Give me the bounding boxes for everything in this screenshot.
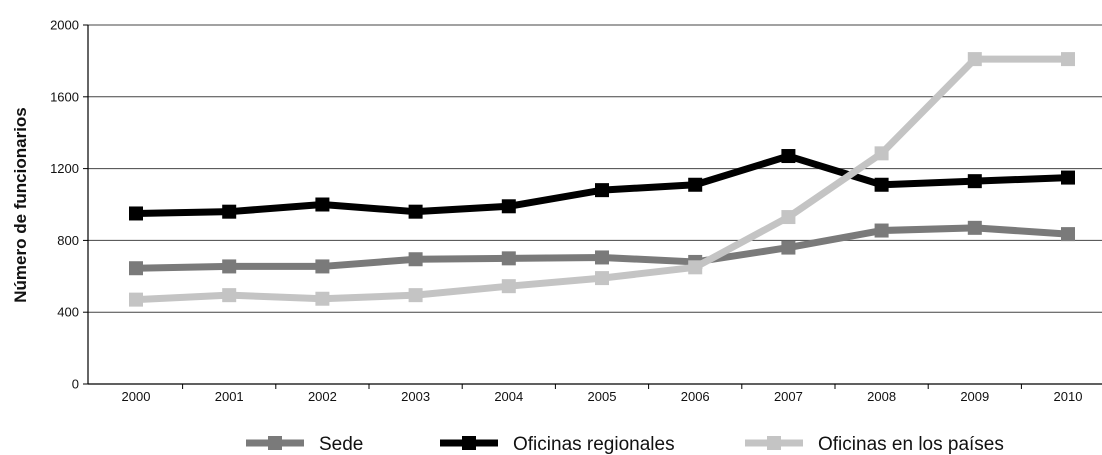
data-point bbox=[1061, 170, 1075, 185]
data-point bbox=[222, 288, 237, 303]
x-tick-label: 2005 bbox=[588, 389, 617, 404]
x-tick-label: 2003 bbox=[401, 389, 430, 404]
data-point bbox=[688, 260, 703, 275]
y-tick-label: 2000 bbox=[50, 18, 79, 33]
data-point bbox=[967, 52, 982, 67]
data-point bbox=[315, 259, 330, 274]
x-tick-labels: 2000 2001 2002 2003 2004 2005 2006 2007 2008 2009… bbox=[122, 389, 1083, 404]
y-tick-labels: 0 400 800 1200 1600 2000 bbox=[50, 18, 79, 392]
x-tick-label: 2001 bbox=[215, 389, 244, 404]
data-point bbox=[222, 259, 237, 274]
data-point bbox=[874, 223, 889, 238]
data-point bbox=[595, 183, 609, 198]
legend-label: Sede bbox=[319, 434, 363, 455]
data-point bbox=[781, 240, 796, 255]
y-tick-label: 1600 bbox=[50, 89, 79, 104]
x-tick-label: 2004 bbox=[494, 389, 523, 404]
x-tick-label: 2009 bbox=[960, 389, 989, 404]
data-point bbox=[408, 252, 423, 267]
data-point bbox=[781, 149, 796, 164]
data-point bbox=[501, 279, 516, 294]
x-tick-label: 2007 bbox=[774, 389, 803, 404]
legend: Sede Oficinas regionales Oficinas en los p… bbox=[246, 434, 1004, 455]
data-point bbox=[595, 250, 609, 265]
data-point bbox=[129, 292, 143, 307]
data-point bbox=[315, 291, 330, 306]
data-point bbox=[595, 271, 609, 286]
data-point bbox=[408, 288, 423, 303]
series-2 bbox=[129, 52, 1075, 307]
data-point bbox=[129, 206, 143, 221]
legend-label: Oficinas regionales bbox=[513, 434, 675, 455]
data-point bbox=[1061, 227, 1075, 242]
legend-swatch-marker bbox=[767, 436, 781, 450]
data-point bbox=[1061, 52, 1075, 67]
legend-swatch-marker bbox=[268, 436, 282, 450]
data-point bbox=[781, 210, 796, 225]
data-point bbox=[408, 204, 423, 219]
y-tick-label: 400 bbox=[57, 305, 79, 320]
legend-item: Oficinas en los países bbox=[745, 434, 1004, 455]
axes bbox=[83, 24, 1102, 389]
legend-item: Sede bbox=[246, 434, 363, 455]
legend-label: Oficinas en los países bbox=[818, 434, 1004, 455]
x-tick-label: 2010 bbox=[1054, 389, 1083, 404]
y-axis-title: Número de funcionarios bbox=[11, 107, 30, 303]
data-point bbox=[315, 197, 330, 212]
y-tick-label: 1200 bbox=[50, 161, 79, 176]
data-point bbox=[501, 199, 516, 214]
data-point bbox=[129, 261, 143, 276]
data-point bbox=[967, 174, 982, 189]
data-point bbox=[874, 177, 889, 192]
x-tick-label: 2006 bbox=[681, 389, 710, 404]
data-point bbox=[688, 177, 703, 192]
data-point bbox=[967, 220, 982, 235]
data-point bbox=[222, 204, 237, 219]
x-tick-label: 2000 bbox=[122, 389, 151, 404]
y-tick-label: 0 bbox=[72, 377, 79, 392]
data-point bbox=[874, 146, 889, 161]
x-tick-label: 2008 bbox=[867, 389, 896, 404]
y-tick-label: 800 bbox=[57, 233, 79, 248]
x-tick-label: 2002 bbox=[308, 389, 337, 404]
series bbox=[129, 52, 1075, 307]
legend-swatch-marker bbox=[462, 436, 476, 450]
series-0 bbox=[129, 220, 1075, 276]
series-1 bbox=[129, 149, 1075, 221]
legend-item: Oficinas regionales bbox=[440, 434, 675, 455]
data-point bbox=[501, 251, 516, 266]
